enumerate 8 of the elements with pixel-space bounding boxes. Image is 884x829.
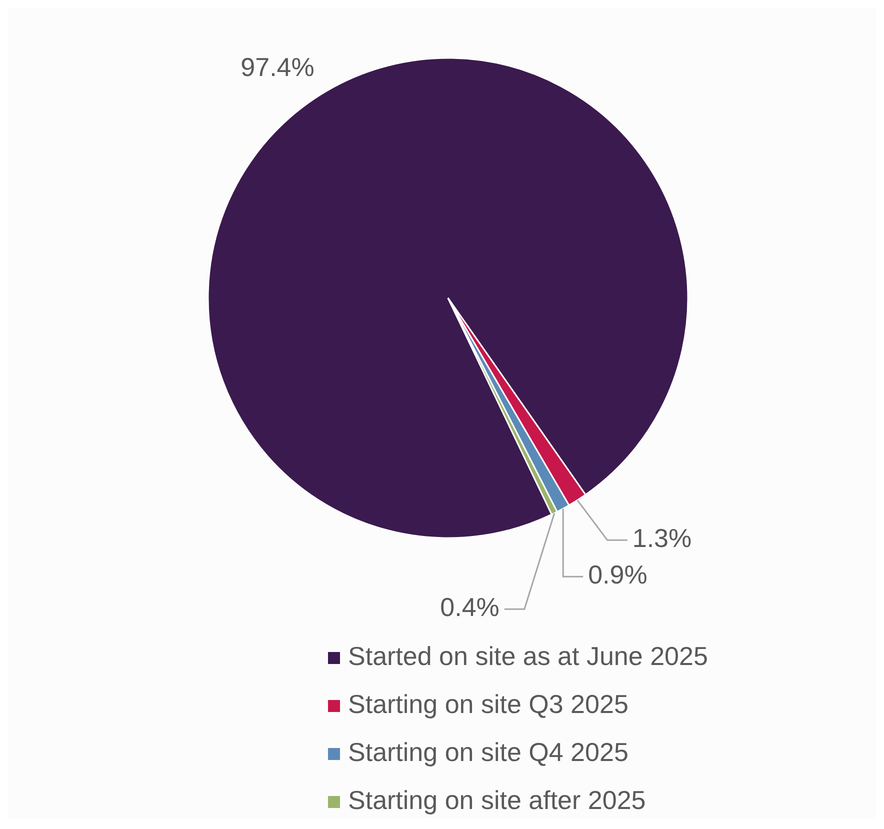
- data-label: 0.9%: [588, 559, 648, 590]
- data-label: 1.3%: [632, 523, 692, 554]
- legend-label: Starting on site Q3 2025: [348, 688, 628, 719]
- legend-label: Starting on site Q4 2025: [348, 736, 628, 767]
- legend-label: Starting on site after 2025: [348, 784, 646, 815]
- data-label: 97.4%: [240, 52, 314, 82]
- data-label: 0.4%: [440, 592, 500, 622]
- legend-label: Started on site as at June 2025: [348, 640, 708, 671]
